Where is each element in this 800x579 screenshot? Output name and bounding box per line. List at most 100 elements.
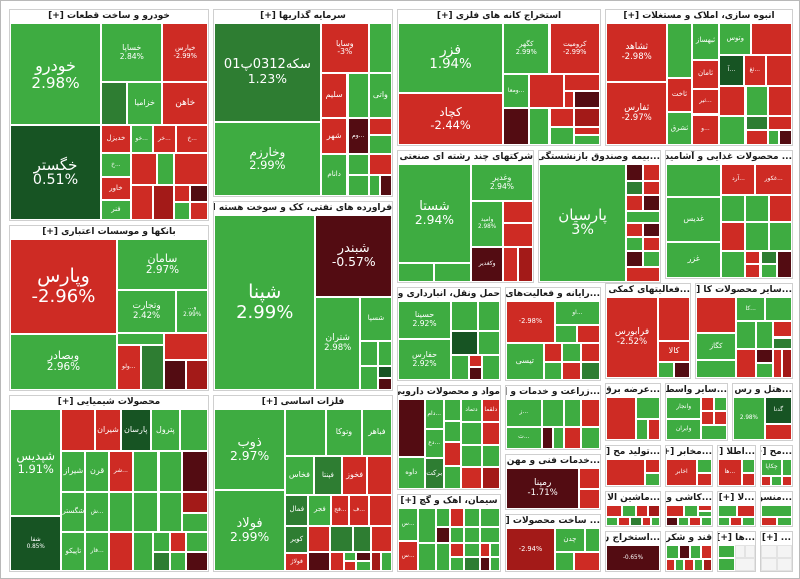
treemap-tile[interactable]: ...فار bbox=[85, 532, 109, 571]
treemap-tile[interactable]: کگاز bbox=[696, 332, 737, 361]
treemap-tile[interactable] bbox=[718, 505, 737, 517]
treemap-tile[interactable]: فولاد 2.99% bbox=[214, 490, 286, 571]
treemap-tile[interactable] bbox=[772, 337, 792, 349]
treemap-tile[interactable] bbox=[562, 342, 582, 362]
treemap-tile[interactable] bbox=[543, 342, 563, 362]
treemap-tile[interactable] bbox=[461, 467, 482, 489]
treemap-tile[interactable]: شتران 2.98% bbox=[315, 297, 360, 390]
treemap-tile[interactable]: ...دام bbox=[424, 399, 444, 429]
treemap-tile[interactable]: پترول bbox=[150, 409, 181, 452]
treemap-tile[interactable] bbox=[451, 354, 470, 380]
treemap-tile[interactable]: غدیس bbox=[666, 197, 722, 242]
treemap-tile[interactable] bbox=[581, 426, 600, 449]
treemap-tile[interactable] bbox=[626, 164, 644, 181]
treemap-tile[interactable]: ...خو bbox=[130, 125, 153, 154]
treemap-tile[interactable] bbox=[745, 115, 768, 131]
treemap-tile[interactable] bbox=[190, 184, 208, 203]
treemap-tile[interactable] bbox=[170, 532, 187, 552]
treemap-tile[interactable] bbox=[450, 508, 465, 527]
treemap-tile[interactable] bbox=[761, 558, 777, 571]
treemap-tile[interactable] bbox=[377, 341, 392, 366]
treemap-tile[interactable]: ...او bbox=[554, 301, 600, 325]
sector-header[interactable]: ...خدمات فنی و مهن [+] bbox=[506, 455, 600, 468]
treemap-tile[interactable] bbox=[626, 251, 644, 267]
treemap-tile[interactable] bbox=[626, 194, 644, 212]
treemap-tile[interactable] bbox=[689, 517, 701, 526]
treemap-tile[interactable] bbox=[461, 422, 482, 445]
treemap-tile[interactable] bbox=[435, 508, 450, 527]
sector-header[interactable]: بانکها و موسسات اعتباری [+] bbox=[10, 226, 208, 239]
treemap-tile[interactable] bbox=[443, 442, 462, 466]
treemap-tile[interactable] bbox=[702, 559, 712, 571]
treemap-tile[interactable] bbox=[721, 194, 746, 223]
treemap-tile[interactable]: برکت bbox=[424, 458, 444, 489]
treemap-tile[interactable] bbox=[581, 361, 600, 380]
treemap-tile[interactable]: خدیزل bbox=[101, 125, 131, 154]
treemap-tile[interactable] bbox=[563, 74, 600, 92]
treemap-tile[interactable] bbox=[451, 301, 478, 332]
sector-header[interactable]: ...هتل و رس [+] bbox=[733, 384, 792, 397]
treemap-tile[interactable] bbox=[666, 505, 685, 518]
treemap-tile[interactable] bbox=[644, 472, 660, 486]
treemap-tile[interactable] bbox=[581, 399, 600, 427]
treemap-tile[interactable] bbox=[418, 508, 436, 543]
treemap-tile[interactable]: سلیم bbox=[320, 73, 348, 119]
treemap-tile[interactable] bbox=[626, 180, 644, 195]
treemap-tile[interactable] bbox=[689, 545, 701, 560]
treemap-tile[interactable]: حفارس 2.92% bbox=[398, 338, 452, 380]
treemap-tile[interactable] bbox=[152, 532, 171, 552]
treemap-tile[interactable] bbox=[643, 251, 660, 267]
treemap-tile[interactable] bbox=[541, 399, 565, 427]
treemap-tile[interactable] bbox=[666, 517, 678, 526]
treemap-tile[interactable]: شهر bbox=[320, 118, 348, 155]
treemap-tile[interactable] bbox=[643, 164, 660, 181]
treemap-tile[interactable] bbox=[481, 467, 500, 489]
treemap-tile[interactable] bbox=[577, 324, 600, 343]
treemap-tile[interactable] bbox=[451, 331, 478, 355]
treemap-tile[interactable]: ...کا bbox=[736, 297, 766, 322]
treemap-tile[interactable] bbox=[666, 559, 676, 571]
treemap-tile[interactable] bbox=[562, 361, 582, 380]
treemap-tile[interactable]: فرابورس -2.52% bbox=[606, 297, 659, 378]
treemap-tile[interactable]: وکغدیر bbox=[470, 246, 504, 282]
sector-header[interactable]: ...اطلا [+] bbox=[718, 446, 755, 459]
sector-header[interactable]: استخراج کانه های فلزی [+] bbox=[398, 10, 600, 23]
treemap-tile[interactable] bbox=[697, 459, 712, 473]
treemap-tile[interactable] bbox=[675, 559, 685, 571]
treemap-tile[interactable] bbox=[356, 561, 371, 571]
treemap-tile[interactable]: وتوکا bbox=[326, 409, 362, 456]
treemap-tile[interactable] bbox=[719, 115, 746, 145]
treemap-tile[interactable] bbox=[481, 354, 500, 380]
treemap-tile[interactable] bbox=[443, 465, 462, 489]
treemap-tile[interactable]: ...خ bbox=[101, 153, 131, 177]
treemap-tile[interactable] bbox=[158, 491, 183, 533]
treemap-tile[interactable] bbox=[606, 516, 618, 526]
treemap-tile[interactable] bbox=[182, 491, 208, 513]
treemap-tile[interactable] bbox=[643, 180, 660, 195]
treemap-tile[interactable] bbox=[174, 184, 191, 203]
treemap-tile[interactable] bbox=[701, 397, 715, 411]
treemap-tile[interactable] bbox=[367, 455, 392, 495]
treemap-tile[interactable] bbox=[435, 526, 450, 543]
treemap-tile[interactable]: خزامیا bbox=[126, 82, 163, 126]
treemap-tile[interactable] bbox=[347, 154, 369, 176]
treemap-tile[interactable]: ...وم bbox=[347, 118, 369, 155]
sector-header[interactable]: ...ماشین الا [+] bbox=[606, 492, 660, 505]
treemap-tile[interactable]: شبندر -0.57% bbox=[315, 215, 392, 298]
treemap-tile[interactable] bbox=[573, 91, 600, 109]
treemap-tile[interactable] bbox=[481, 422, 500, 445]
treemap-tile[interactable] bbox=[464, 526, 480, 543]
treemap-tile[interactable]: وسایا -3% bbox=[320, 23, 369, 74]
treemap-tile[interactable] bbox=[464, 557, 480, 571]
treemap-tile[interactable] bbox=[767, 86, 792, 116]
treemap-tile[interactable]: گدنا bbox=[764, 397, 792, 424]
treemap-tile[interactable]: ...خ bbox=[176, 125, 208, 154]
treemap-tile[interactable]: شیران bbox=[95, 409, 121, 452]
treemap-tile[interactable]: شستا 2.94% bbox=[398, 164, 471, 264]
treemap-tile[interactable] bbox=[782, 348, 792, 378]
treemap-tile[interactable] bbox=[579, 488, 600, 509]
treemap-tile[interactable] bbox=[772, 348, 783, 378]
treemap-tile[interactable]: وانجار bbox=[666, 397, 702, 419]
treemap-tile[interactable]: فولاژ bbox=[285, 553, 309, 571]
treemap-tile[interactable] bbox=[606, 459, 645, 486]
